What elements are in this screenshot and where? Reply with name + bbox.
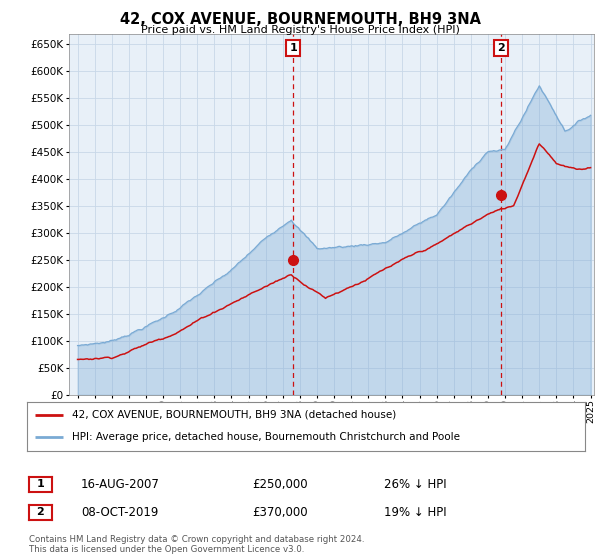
Text: 42, COX AVENUE, BOURNEMOUTH, BH9 3NA (detached house): 42, COX AVENUE, BOURNEMOUTH, BH9 3NA (de… (71, 410, 396, 420)
Text: 26% ↓ HPI: 26% ↓ HPI (384, 478, 446, 491)
Text: Price paid vs. HM Land Registry's House Price Index (HPI): Price paid vs. HM Land Registry's House … (140, 25, 460, 35)
Text: Contains HM Land Registry data © Crown copyright and database right 2024.
This d: Contains HM Land Registry data © Crown c… (29, 535, 364, 554)
Text: 16-AUG-2007: 16-AUG-2007 (81, 478, 160, 491)
Text: 2: 2 (37, 507, 44, 517)
Text: 08-OCT-2019: 08-OCT-2019 (81, 506, 158, 519)
Text: 1: 1 (289, 43, 297, 53)
Text: HPI: Average price, detached house, Bournemouth Christchurch and Poole: HPI: Average price, detached house, Bour… (71, 432, 460, 442)
Text: 42, COX AVENUE, BOURNEMOUTH, BH9 3NA: 42, COX AVENUE, BOURNEMOUTH, BH9 3NA (119, 12, 481, 27)
Text: £370,000: £370,000 (252, 506, 308, 519)
Text: 2: 2 (497, 43, 505, 53)
Text: £250,000: £250,000 (252, 478, 308, 491)
Text: 19% ↓ HPI: 19% ↓ HPI (384, 506, 446, 519)
Text: 1: 1 (37, 479, 44, 489)
